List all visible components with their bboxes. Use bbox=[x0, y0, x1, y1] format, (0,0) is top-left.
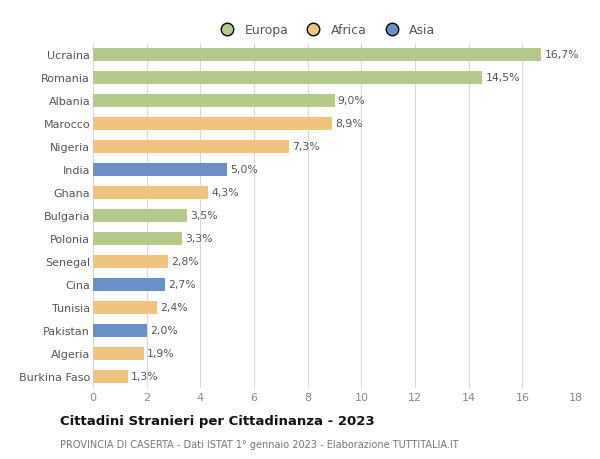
Text: 2,0%: 2,0% bbox=[150, 325, 178, 336]
Text: PROVINCIA DI CASERTA - Dati ISTAT 1° gennaio 2023 - Elaborazione TUTTITALIA.IT: PROVINCIA DI CASERTA - Dati ISTAT 1° gen… bbox=[60, 440, 458, 449]
Text: 2,7%: 2,7% bbox=[169, 280, 196, 290]
Bar bbox=[93, 278, 166, 291]
Bar bbox=[93, 370, 128, 383]
Text: 2,4%: 2,4% bbox=[161, 302, 188, 313]
Bar bbox=[93, 95, 335, 107]
Text: 1,3%: 1,3% bbox=[131, 371, 159, 381]
Bar bbox=[93, 301, 157, 314]
Text: 3,5%: 3,5% bbox=[190, 211, 218, 221]
Bar bbox=[93, 186, 208, 199]
Bar bbox=[93, 49, 541, 62]
Text: 1,9%: 1,9% bbox=[147, 348, 175, 358]
Bar bbox=[93, 140, 289, 153]
Bar bbox=[93, 324, 146, 337]
Text: 4,3%: 4,3% bbox=[212, 188, 239, 198]
Text: 9,0%: 9,0% bbox=[338, 96, 365, 106]
Text: 3,3%: 3,3% bbox=[185, 234, 212, 244]
Text: Cittadini Stranieri per Cittadinanza - 2023: Cittadini Stranieri per Cittadinanza - 2… bbox=[60, 414, 374, 428]
Bar bbox=[93, 232, 182, 245]
Text: 8,9%: 8,9% bbox=[335, 119, 362, 129]
Bar bbox=[93, 255, 168, 268]
Bar bbox=[93, 163, 227, 176]
Bar bbox=[93, 347, 144, 360]
Text: 7,3%: 7,3% bbox=[292, 142, 320, 152]
Text: 2,8%: 2,8% bbox=[172, 257, 199, 267]
Text: 16,7%: 16,7% bbox=[544, 50, 579, 60]
Bar bbox=[93, 72, 482, 84]
Text: 5,0%: 5,0% bbox=[230, 165, 258, 175]
Bar bbox=[93, 209, 187, 222]
Text: 14,5%: 14,5% bbox=[485, 73, 520, 83]
Legend: Europa, Africa, Asia: Europa, Africa, Asia bbox=[209, 19, 440, 42]
Bar bbox=[93, 118, 332, 130]
